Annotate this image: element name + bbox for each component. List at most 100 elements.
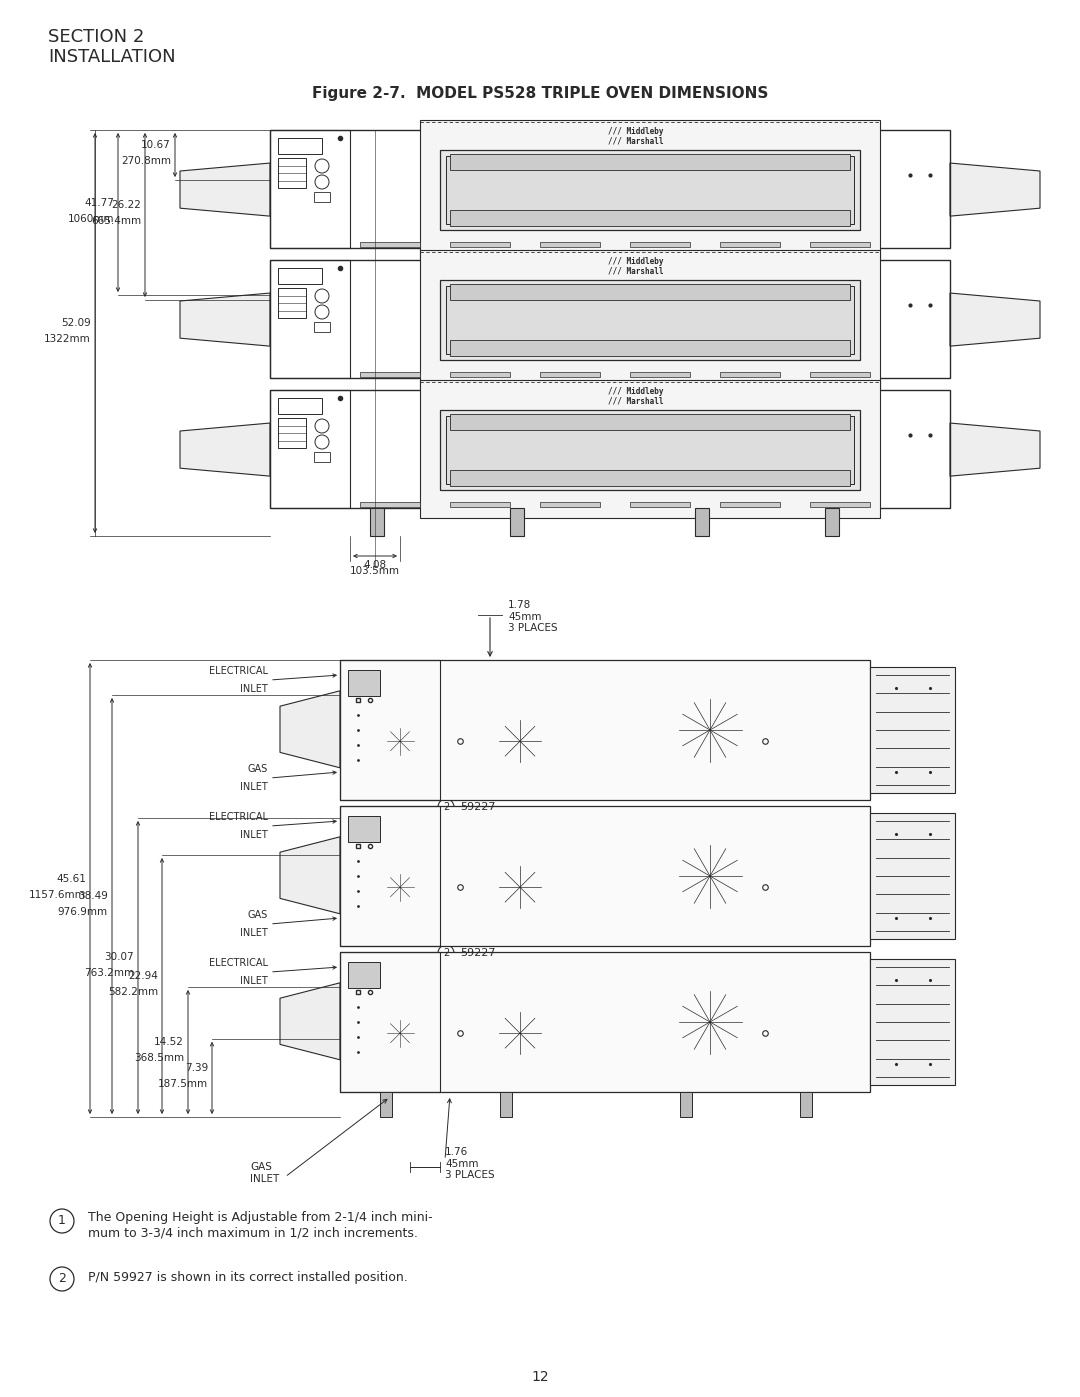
Bar — [348, 963, 380, 988]
Text: /// Middleby: /// Middleby — [608, 127, 663, 136]
Bar — [450, 372, 510, 377]
Bar — [270, 260, 950, 379]
Bar — [340, 951, 870, 1092]
Bar — [420, 380, 880, 518]
Bar — [314, 321, 330, 332]
Bar — [680, 1092, 692, 1118]
Circle shape — [382, 869, 418, 905]
Text: 7.39: 7.39 — [185, 1063, 208, 1073]
Text: 582.2mm: 582.2mm — [108, 988, 158, 997]
Bar — [440, 279, 860, 360]
Text: INLET: INLET — [240, 830, 268, 840]
Bar — [720, 502, 780, 507]
Polygon shape — [950, 163, 1040, 217]
Text: 59227: 59227 — [460, 802, 496, 812]
Bar — [270, 260, 350, 379]
Text: /// Marshall: /// Marshall — [608, 395, 663, 405]
Bar — [340, 659, 870, 800]
Text: 763.2mm: 763.2mm — [84, 968, 134, 978]
Bar — [270, 390, 950, 509]
Circle shape — [50, 1267, 75, 1291]
Circle shape — [438, 944, 454, 961]
Bar — [270, 130, 350, 249]
Bar — [270, 390, 350, 509]
Bar — [540, 372, 600, 377]
Bar — [450, 284, 850, 300]
Bar — [810, 242, 870, 247]
Circle shape — [672, 983, 748, 1060]
Text: ELECTRICAL: ELECTRICAL — [210, 812, 268, 821]
Bar — [278, 398, 322, 414]
Bar — [800, 1092, 812, 1118]
Text: ELECTRICAL: ELECTRICAL — [210, 666, 268, 676]
Text: 26.22: 26.22 — [111, 200, 141, 210]
Bar — [348, 671, 380, 696]
Text: GAS: GAS — [247, 764, 268, 774]
Bar — [500, 1092, 512, 1118]
Text: /// Marshall: /// Marshall — [608, 265, 663, 275]
Bar — [450, 242, 510, 247]
Bar — [630, 372, 690, 377]
Bar — [360, 502, 420, 507]
Bar — [870, 813, 955, 939]
Bar — [870, 666, 955, 793]
Bar — [810, 502, 870, 507]
Bar — [446, 286, 854, 353]
Bar — [440, 409, 860, 490]
Bar — [340, 659, 440, 800]
Text: 2: 2 — [443, 949, 449, 958]
Bar — [450, 469, 850, 486]
Bar — [810, 372, 870, 377]
Polygon shape — [950, 293, 1040, 346]
Text: 976.9mm: 976.9mm — [58, 907, 108, 916]
Bar — [340, 806, 440, 946]
Bar — [540, 502, 600, 507]
Bar — [450, 154, 850, 170]
Text: INLET: INLET — [249, 1173, 280, 1185]
Circle shape — [490, 858, 550, 918]
Bar — [270, 130, 950, 249]
Circle shape — [495, 715, 545, 767]
Text: P/N 59927 is shown in its correct installed position.: P/N 59927 is shown in its correct instal… — [87, 1271, 408, 1284]
Text: 368.5mm: 368.5mm — [134, 1053, 184, 1063]
Text: /// Middleby: /// Middleby — [608, 257, 663, 265]
Circle shape — [665, 685, 755, 775]
Bar — [540, 242, 600, 247]
Text: 187.5mm: 187.5mm — [158, 1078, 208, 1088]
Circle shape — [382, 1016, 418, 1051]
Polygon shape — [280, 690, 340, 768]
Text: Figure 2-7.  MODEL PS528 TRIPLE OVEN DIMENSIONS: Figure 2-7. MODEL PS528 TRIPLE OVEN DIME… — [312, 87, 768, 101]
Bar — [314, 191, 330, 203]
Text: 22.94: 22.94 — [129, 971, 158, 981]
Circle shape — [490, 1003, 550, 1063]
Circle shape — [495, 1007, 545, 1059]
Bar — [630, 242, 690, 247]
Bar — [360, 372, 420, 377]
Bar — [420, 250, 880, 388]
Bar — [450, 339, 850, 356]
Bar — [278, 138, 322, 154]
Polygon shape — [180, 293, 270, 346]
Text: 38.49: 38.49 — [78, 891, 108, 901]
Bar — [630, 502, 690, 507]
Text: ELECTRICAL: ELECTRICAL — [210, 958, 268, 968]
Text: 52.09: 52.09 — [62, 319, 91, 328]
Bar — [420, 120, 880, 258]
Bar — [370, 509, 384, 536]
Text: SECTION 2: SECTION 2 — [48, 28, 145, 46]
Text: GAS: GAS — [249, 1162, 272, 1172]
Text: 1322mm: 1322mm — [44, 334, 91, 344]
Bar — [340, 806, 870, 946]
Text: INLET: INLET — [240, 928, 268, 937]
Text: 14.52: 14.52 — [154, 1037, 184, 1046]
Bar — [720, 242, 780, 247]
Bar — [450, 210, 850, 226]
Text: 41.77: 41.77 — [84, 197, 114, 208]
Text: The Opening Height is Adjustable from 2-1/4 inch mini-
mum to 3-3/4 inch maximum: The Opening Height is Adjustable from 2-… — [87, 1211, 433, 1239]
Text: 1.76
45mm
3 PLACES: 1.76 45mm 3 PLACES — [445, 1147, 495, 1180]
Polygon shape — [280, 837, 340, 914]
Text: INLET: INLET — [240, 977, 268, 986]
Bar — [380, 1092, 392, 1118]
Text: 1157.6mm: 1157.6mm — [29, 890, 86, 900]
Bar — [348, 816, 380, 842]
